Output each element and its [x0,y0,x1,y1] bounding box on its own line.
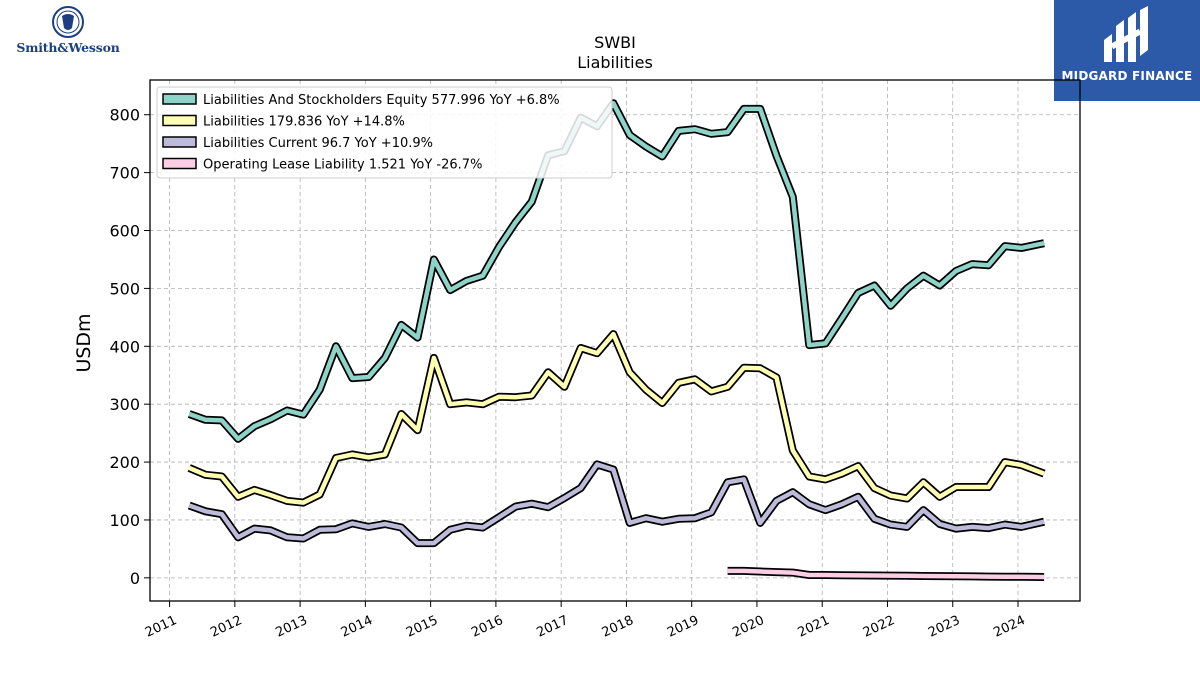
chart-title: SWBI [594,33,636,52]
midgard-monogram-icon [1104,6,1148,62]
y-tick-label: 800 [109,106,140,125]
y-axis-label: USDm [73,313,95,372]
x-tick-label: 2011 [143,613,179,641]
plot-frame [149,79,1081,602]
x-axis-ticks: 2011 2012 2013 2014 2015 2016 2017 2018 2019 2020… [143,601,1028,641]
series-line-1 [188,331,1045,505]
x-tick-label: 2017 [535,613,571,641]
legend-swatch [162,136,197,148]
legend: Liabilities And Stockholders Equity 577.… [156,86,613,179]
series-line-3 [727,568,1045,580]
y-axis-ticks: 0 100 200 300 400 500 600 700 800 [109,106,150,588]
legend-entry: Liabilities And Stockholders Equity 577.… [203,93,560,108]
y-tick-label: 600 [109,222,140,241]
legend-entry: Liabilities Current 96.7 YoY +10.9% [203,136,433,151]
x-tick-label: 2014 [339,613,375,641]
smith-wesson-wordmark: Smith&Wesson [16,40,120,55]
x-tick-label: 2022 [861,613,897,641]
midgard-finance-logo: MIDGARD FINANCE [1054,0,1200,101]
x-tick-label: 2019 [665,613,701,641]
smith-wesson-logo: Smith&Wesson [8,6,128,58]
x-tick-label: 2012 [208,613,244,641]
smith-wesson-seal-icon [52,6,84,38]
legend-entry: Operating Lease Liability 1.521 YoY -26.… [203,158,482,173]
y-tick-label: 0 [130,569,140,588]
series-lines [187,99,1046,581]
y-tick-label: 500 [109,279,140,298]
series-line-2 [188,462,1045,546]
x-tick-label: 2024 [991,613,1027,641]
legend-box [156,86,613,179]
y-tick-label: 700 [109,164,140,183]
legend-swatch [162,157,197,170]
legend-swatch [162,93,197,105]
x-tick-label: 2021 [796,613,832,641]
y-tick-label: 100 [109,511,140,530]
x-tick-label: 2020 [730,613,766,641]
legend-swatch [162,114,197,127]
y-tick-label: 400 [109,337,140,356]
y-tick-label: 300 [109,395,140,414]
x-tick-label: 2013 [273,613,309,641]
x-tick-label: 2023 [926,613,962,641]
legend-entry: Liabilities 179.836 YoY +14.8% [203,115,405,130]
chart-subtitle: Liabilities [577,53,653,72]
midgard-finance-wordmark: MIDGARD FINANCE [1061,69,1193,83]
y-tick-label: 200 [109,453,140,472]
x-tick-label: 2016 [469,613,505,641]
series-line-0 [188,100,1045,442]
x-tick-label: 2018 [600,613,636,641]
x-tick-label: 2015 [404,613,440,641]
